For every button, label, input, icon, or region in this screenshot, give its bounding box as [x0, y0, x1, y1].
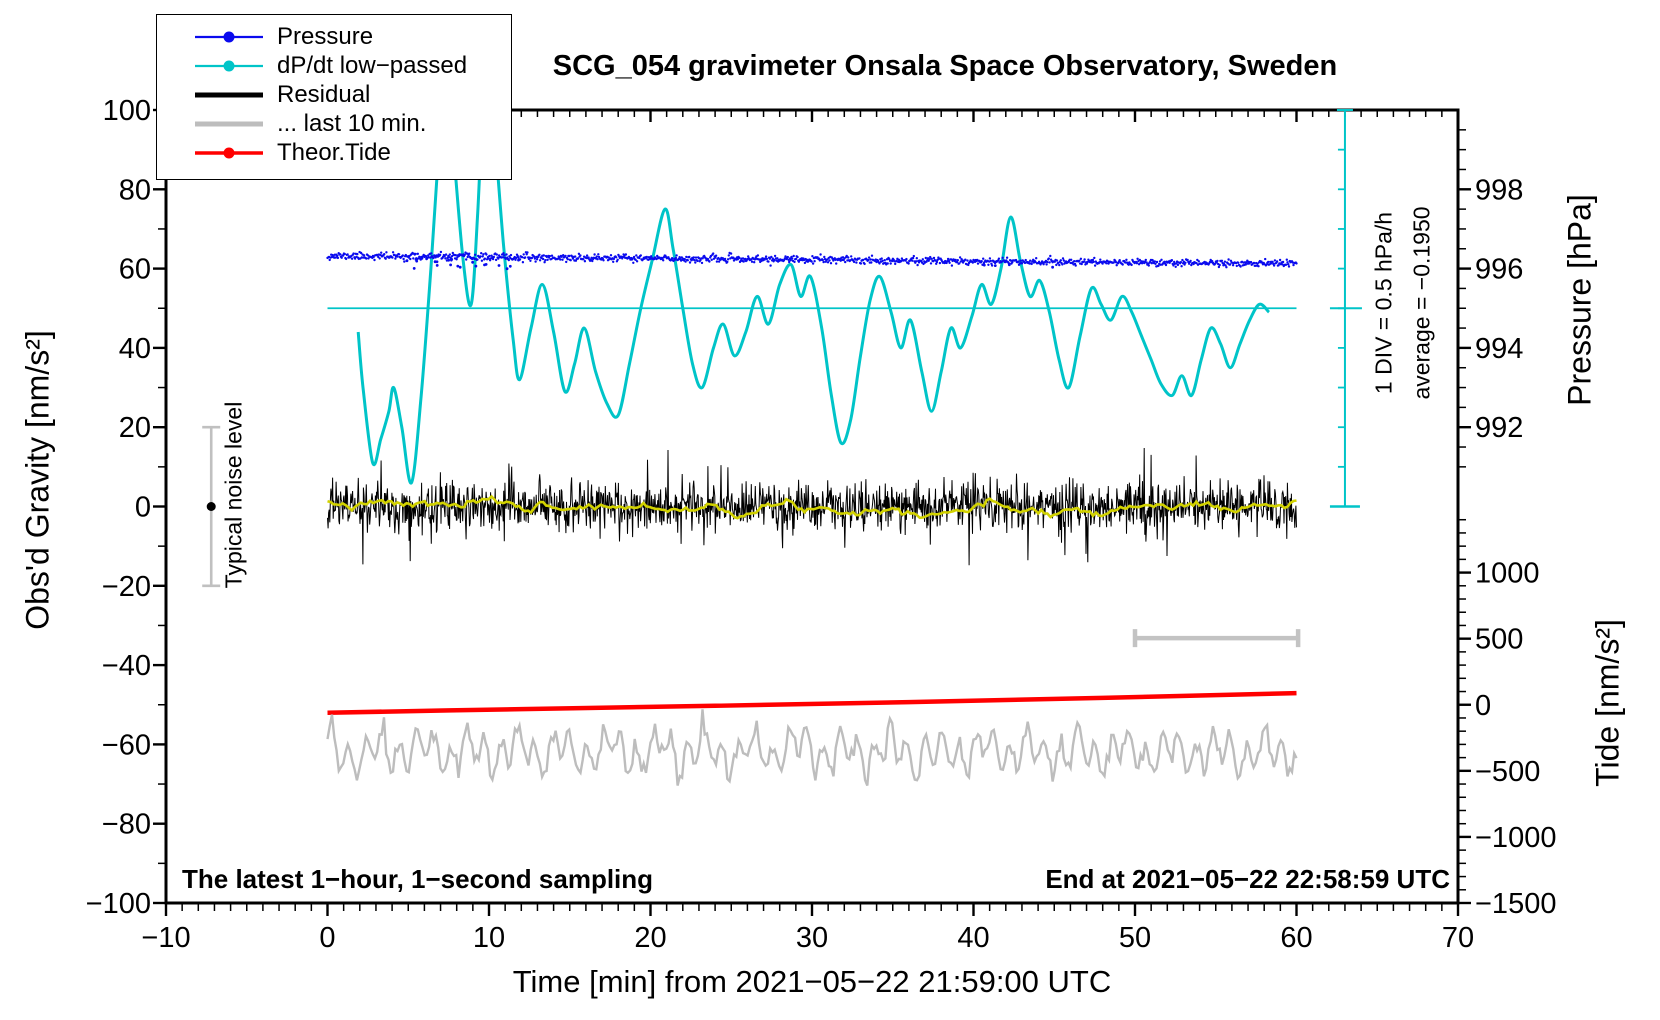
pressure-outlier-dots [405, 257, 520, 271]
gravity-tick-label: 100 [103, 95, 151, 127]
legend-sample-line [195, 147, 263, 158]
legend-item-dp-dt-low-passed: dP/dt low−passed [193, 51, 511, 80]
x-tick-label: 70 [1442, 922, 1474, 954]
average-value-label: average = −0.1950 [1408, 206, 1435, 400]
data-series [326, 110, 1298, 786]
dpdt-lowpassed-series [356, 110, 1271, 485]
div-scale-bar [1329, 109, 1362, 508]
last-10-min-series [326, 709, 1298, 786]
pressure-tick-label: 998 [1475, 174, 1523, 206]
gravity-tick-label: 60 [119, 254, 151, 286]
gravity-tick-label: 0 [135, 492, 151, 524]
typical-noise-bar [202, 425, 221, 588]
legend-label: Residual [277, 80, 371, 108]
pressure-outlier-dots [982, 263, 1055, 269]
legend-item-pressure: Pressure [193, 22, 511, 51]
legend-label: Pressure [277, 22, 374, 50]
legend: Pressure dP/dt low−passed Residual... last… [156, 14, 512, 180]
x-tick-label: 20 [634, 922, 666, 954]
tide-tick-label: 0 [1475, 690, 1491, 722]
gravity-tick-label: 20 [119, 412, 151, 444]
noise-bar-dot [206, 502, 216, 511]
legend-sample-dot [223, 31, 235, 42]
ten-min-scale-bar [1132, 629, 1301, 648]
residual-series [327, 447, 1297, 566]
legend-item-residual: Residual [193, 80, 511, 109]
legend-sample-dot [223, 147, 235, 158]
x-tick-label: 30 [796, 922, 828, 954]
x-tick-label: 60 [1280, 922, 1312, 954]
y-axis-title-gravity: Obs'd Gravity [nm/s²] [19, 330, 56, 630]
residual-smooth-series [327, 494, 1297, 520]
x-tick-label: 50 [1119, 922, 1151, 954]
end-time-note: End at 2021−05−22 22:58:59 UTC [1045, 864, 1450, 894]
div-scale-label: 1 DIV = 0.5 hPa/h [1370, 211, 1397, 395]
legend-sample-line [195, 121, 263, 126]
gravity-tick-label: −80 [102, 809, 151, 841]
gravity-tick-label: −100 [86, 888, 151, 920]
pressure-tick-label: 996 [1475, 254, 1523, 286]
gravity-tick-label: −20 [102, 571, 151, 603]
chart-title: SCG_054 gravimeter Onsala Space Observat… [552, 50, 1338, 82]
legend-item-last-10-min: ... last 10 min. [193, 109, 511, 138]
legend-item-theor-tide: Theor.Tide [193, 138, 511, 167]
tide-tick-label: −500 [1475, 756, 1540, 788]
tide-tick-label: −1000 [1475, 822, 1556, 854]
tide-tick-label: −1500 [1475, 888, 1556, 920]
pressure-tick-label: 994 [1475, 333, 1523, 365]
tide-tick-label: 1000 [1475, 558, 1540, 590]
y-axis-title-tide: Tide [nm/s²] [1589, 619, 1626, 787]
legend-sample-line [195, 31, 263, 42]
x-tick-label: 40 [957, 922, 989, 954]
pressure-tick-label: 992 [1475, 412, 1523, 444]
legend-sample-line [195, 92, 263, 97]
sampling-note: The latest 1−hour, 1−second sampling [182, 864, 654, 894]
x-axis-title: Time [min] from 2021−05−22 21:59:00 UTC [512, 964, 1112, 999]
legend-sample-dot [223, 60, 235, 71]
pressure-series [326, 250, 1298, 269]
gravity-tick-label: −60 [102, 729, 151, 761]
gravity-tick-label: −40 [102, 650, 151, 682]
x-tick-label: 0 [319, 922, 335, 954]
typical-noise-level-label: Typical noise level [220, 401, 247, 589]
x-tick-label: 10 [473, 922, 505, 954]
gravity-tick-label: 40 [119, 333, 151, 365]
y-axis-title-pressure: Pressure [hPa] [1561, 194, 1598, 406]
tide-tick-label: 500 [1475, 624, 1523, 656]
theor-tide-series [327, 690, 1297, 715]
gravity-tick-label: 80 [119, 174, 151, 206]
legend-label: Theor.Tide [277, 138, 391, 166]
tick-labels: −10 0 10 20 30 40 50 60 70100806040200−20−40−60−… [86, 95, 1557, 954]
legend-sample-line [195, 60, 263, 71]
x-tick-label: −10 [141, 922, 190, 954]
legend-label: ... last 10 min. [277, 109, 427, 137]
legend-label: dP/dt low−passed [277, 51, 468, 79]
